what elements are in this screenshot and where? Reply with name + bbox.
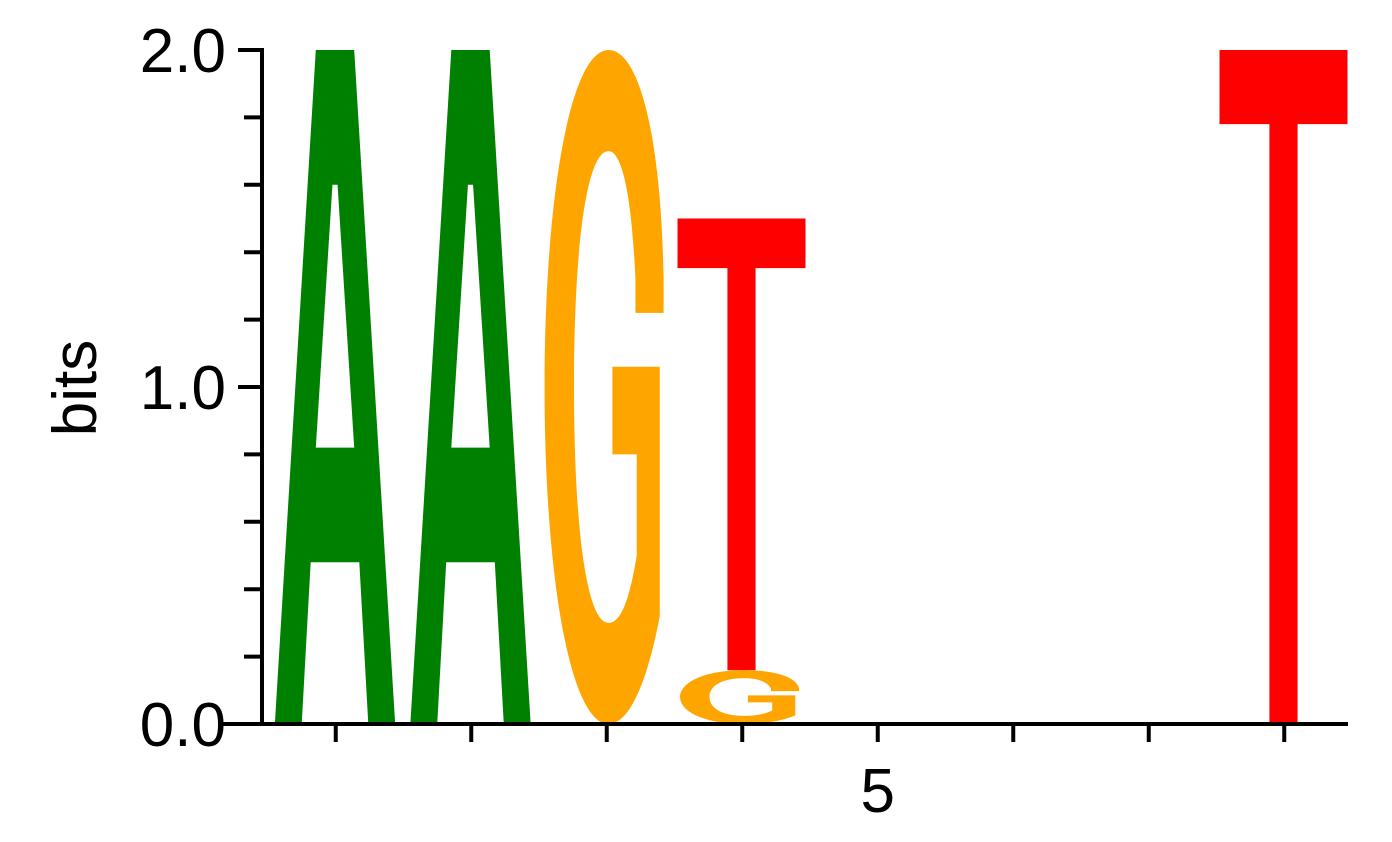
logo-letter-a-pos-1 — [274, 50, 396, 724]
logo-letter-g-pos-3 — [544, 50, 664, 724]
x-tick-label: 5 — [861, 757, 895, 826]
y-tick-label: 2.0 — [140, 17, 226, 86]
logo-letter-g-pos-4 — [680, 670, 800, 724]
letter-stacks — [274, 50, 1348, 724]
logo-letter-t-pos-8 — [1219, 50, 1348, 724]
y-tick-label: 1.0 — [140, 354, 226, 423]
y-axis-label: bits — [41, 340, 110, 436]
y-ticks: 0.0 1.0 2.0 — [140, 17, 262, 760]
logo-letter-a-pos-2 — [410, 50, 531, 724]
axes: 0.0 1.0 2.0 5 bits — [41, 17, 1348, 826]
y-tick-label: 0.0 — [140, 691, 226, 760]
logo-letter-t-pos-4 — [677, 218, 806, 671]
x-ticks: 5 — [333, 724, 1287, 826]
